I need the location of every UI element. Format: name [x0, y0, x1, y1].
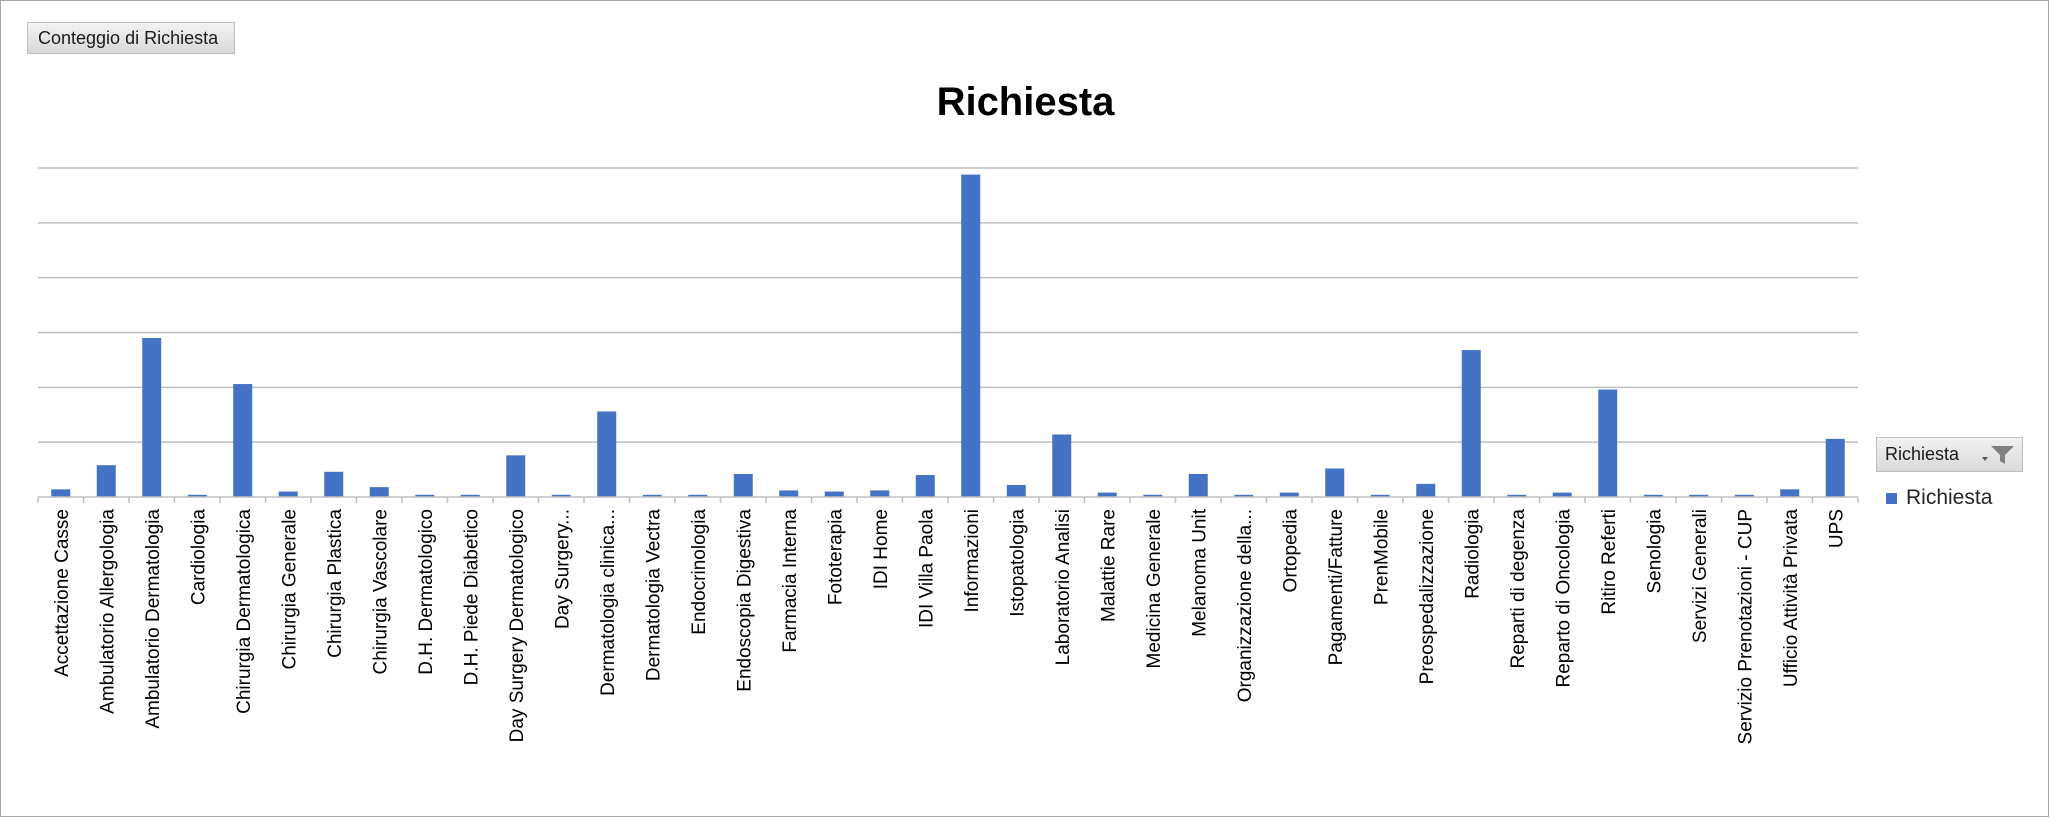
bar[interactable]: [369, 487, 389, 497]
category-tick-label: Pagamenti/Fatture: [1326, 509, 1347, 665]
bar[interactable]: [142, 337, 162, 497]
category-tick-label: Chirurgia Plastica: [325, 509, 346, 658]
bar[interactable]: [1643, 494, 1663, 497]
bar[interactable]: [1279, 492, 1299, 497]
category-tick-label: IDI Villa Paola: [916, 509, 937, 628]
bar[interactable]: [1461, 350, 1481, 497]
bar[interactable]: [1234, 494, 1254, 497]
category-tick-label: Senologia: [1644, 509, 1665, 594]
bar[interactable]: [506, 455, 526, 497]
category-tick-label: Melanoma Unit: [1189, 508, 1210, 636]
bar[interactable]: [233, 384, 253, 497]
category-tick-label: Istopatologia: [1007, 509, 1028, 617]
category-tick-label: Ortopedia: [1280, 509, 1301, 593]
category-tick-label: Fototerapia: [825, 509, 846, 606]
category-tick-label: Malattie Rare: [1098, 509, 1119, 622]
bar[interactable]: [1507, 494, 1527, 497]
bar[interactable]: [96, 465, 116, 497]
bar[interactable]: [1825, 438, 1845, 497]
bar[interactable]: [324, 471, 344, 497]
bar[interactable]: [1689, 494, 1709, 497]
category-tick-label: Reparti di degenza: [1508, 509, 1529, 669]
category-tick-label: Chirurgia Dermatologica: [234, 509, 255, 714]
category-tick-label: Servizio Prenotazioni - CUP: [1735, 509, 1756, 744]
bar[interactable]: [187, 494, 207, 497]
bar[interactable]: [824, 491, 844, 497]
bar[interactable]: [1325, 468, 1345, 497]
bar[interactable]: [1552, 492, 1572, 497]
value-field-button[interactable]: Conteggio di Richiesta: [27, 22, 236, 54]
category-tick-label: Accettazione Casse: [52, 509, 73, 677]
category-tick-label: Dermatologia Vectra: [643, 509, 664, 682]
bar[interactable]: [1052, 434, 1072, 497]
category-tick-label: Ufficio Attività Privata: [1781, 509, 1802, 688]
category-tick-label: Ritiro Referti: [1599, 509, 1620, 615]
bar[interactable]: [961, 174, 981, 497]
bar[interactable]: [278, 491, 298, 497]
category-tick-label: Radiologia: [1462, 509, 1483, 599]
legend-field-label: Richiesta: [1885, 444, 1960, 464]
category-tick-label: Chirurgia Vascolare: [370, 509, 391, 674]
bar[interactable]: [1188, 473, 1208, 497]
category-tick-label: Medicina Generale: [1144, 509, 1165, 668]
bar[interactable]: [688, 494, 708, 497]
bar[interactable]: [51, 489, 71, 497]
category-tick-label: Informazioni: [962, 509, 983, 613]
category-tick-label: D.H. Piede Diabetico: [461, 509, 482, 685]
category-tick-label: UPS: [1826, 509, 1847, 548]
bar[interactable]: [1143, 494, 1163, 497]
bar[interactable]: [551, 494, 571, 497]
category-tick-label: Laboratorio Analisi: [1053, 509, 1074, 665]
category-tick-label: Day Surgery Dermatologico: [507, 509, 528, 742]
chart-title: Richiesta: [936, 80, 1115, 124]
bar[interactable]: [460, 494, 480, 497]
category-tick-label: Dermatologia clinica...: [598, 509, 619, 696]
bar[interactable]: [1416, 483, 1436, 497]
bar[interactable]: [779, 490, 799, 497]
category-tick-label: Farmacia Interna: [780, 509, 801, 653]
legend-swatch: [1886, 493, 1897, 504]
category-tick-label: Cardiologia: [188, 509, 209, 606]
category-tick-label: Preospedalizzazione: [1417, 509, 1438, 684]
category-tick-label: Endoscopia Digestiva: [734, 509, 755, 692]
bar[interactable]: [915, 475, 935, 497]
bar[interactable]: [733, 473, 753, 497]
bar[interactable]: [870, 490, 890, 497]
bar[interactable]: [1097, 492, 1117, 497]
bar[interactable]: [597, 411, 617, 497]
bar[interactable]: [1780, 489, 1800, 497]
category-tick-label: Ambulatorio Dermatologia: [143, 509, 164, 729]
category-tick-label: PrenMobile: [1371, 509, 1392, 605]
funnel-filter-icon[interactable]: [1980, 444, 2016, 466]
bar[interactable]: [1370, 494, 1390, 497]
category-tick-label: Chirurgia Generale: [279, 509, 300, 670]
category-tick-label: Organizzazione della...: [1235, 509, 1256, 702]
category-tick-label: Reparto di Oncologia: [1553, 509, 1574, 688]
category-tick-label: Servizi Generali: [1690, 509, 1711, 643]
category-tick-label: Ambulatorio Allergologia: [97, 509, 118, 714]
legend-field-filter-button[interactable]: Richiesta: [1876, 437, 2023, 472]
category-tick-label: Endocrinologia: [689, 509, 710, 635]
bar[interactable]: [1734, 494, 1754, 497]
bar[interactable]: [1006, 484, 1026, 497]
bar[interactable]: [415, 494, 435, 497]
bar[interactable]: [1598, 389, 1618, 497]
category-tick-label: Day Surgery...: [552, 509, 573, 629]
legend-label: Richiesta: [1906, 486, 1993, 509]
category-tick-label: IDI Home: [871, 509, 892, 589]
category-tick-label: D.H. Dermatologico: [416, 509, 437, 675]
bar[interactable]: [642, 494, 662, 497]
